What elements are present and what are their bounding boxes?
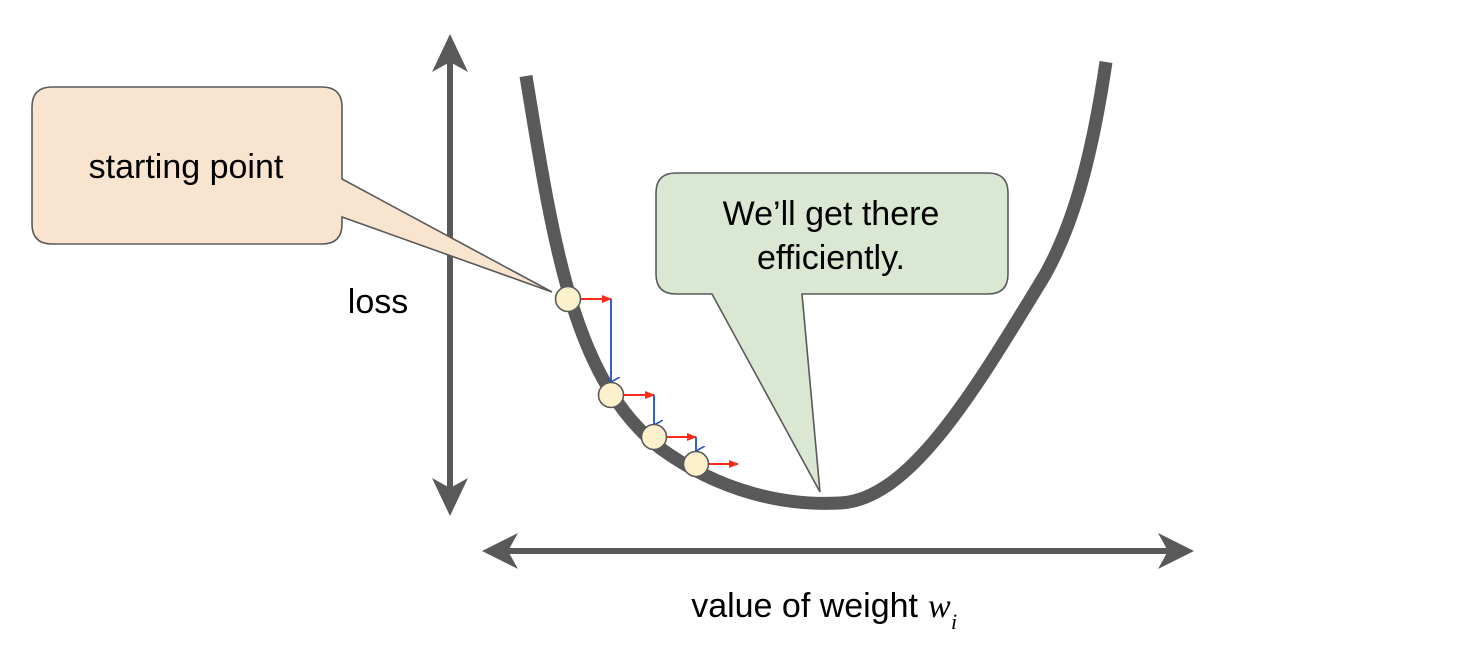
descent-point-3 <box>640 423 668 451</box>
x-axis-label-symbol: w <box>928 588 951 625</box>
goal-callout: We’ll get there efficiently. <box>655 172 1009 493</box>
x-axis-label: value of weight w i <box>691 587 957 634</box>
descent-point-1 <box>554 285 582 313</box>
starting-point-callout-bubble <box>31 86 553 293</box>
descent-points <box>554 285 710 478</box>
descent-point-2 <box>597 381 625 409</box>
x-axis-label-text: value of weight <box>691 587 918 625</box>
x-axis-right-arrowhead <box>1158 533 1194 569</box>
y-axis-label: loss <box>348 283 408 321</box>
goal-callout-line-2: efficiently. <box>757 239 905 277</box>
y-axis-top-arrowhead <box>432 34 468 72</box>
step-arrows <box>580 295 739 468</box>
y-axis <box>432 34 468 516</box>
x-axis <box>482 533 1194 569</box>
descent-point-4 <box>682 450 710 478</box>
goal-callout-line-1: We’ll get there <box>723 195 940 233</box>
starting-point-label: starting point <box>89 148 284 186</box>
x-axis-left-arrowhead <box>482 533 518 569</box>
loss-curve <box>519 61 1113 510</box>
x-axis-label-subscript: i <box>951 609 957 634</box>
y-axis-bottom-arrowhead <box>432 478 468 516</box>
starting-point-callout: starting point <box>31 86 553 293</box>
goal-callout-bubble <box>655 172 1009 493</box>
